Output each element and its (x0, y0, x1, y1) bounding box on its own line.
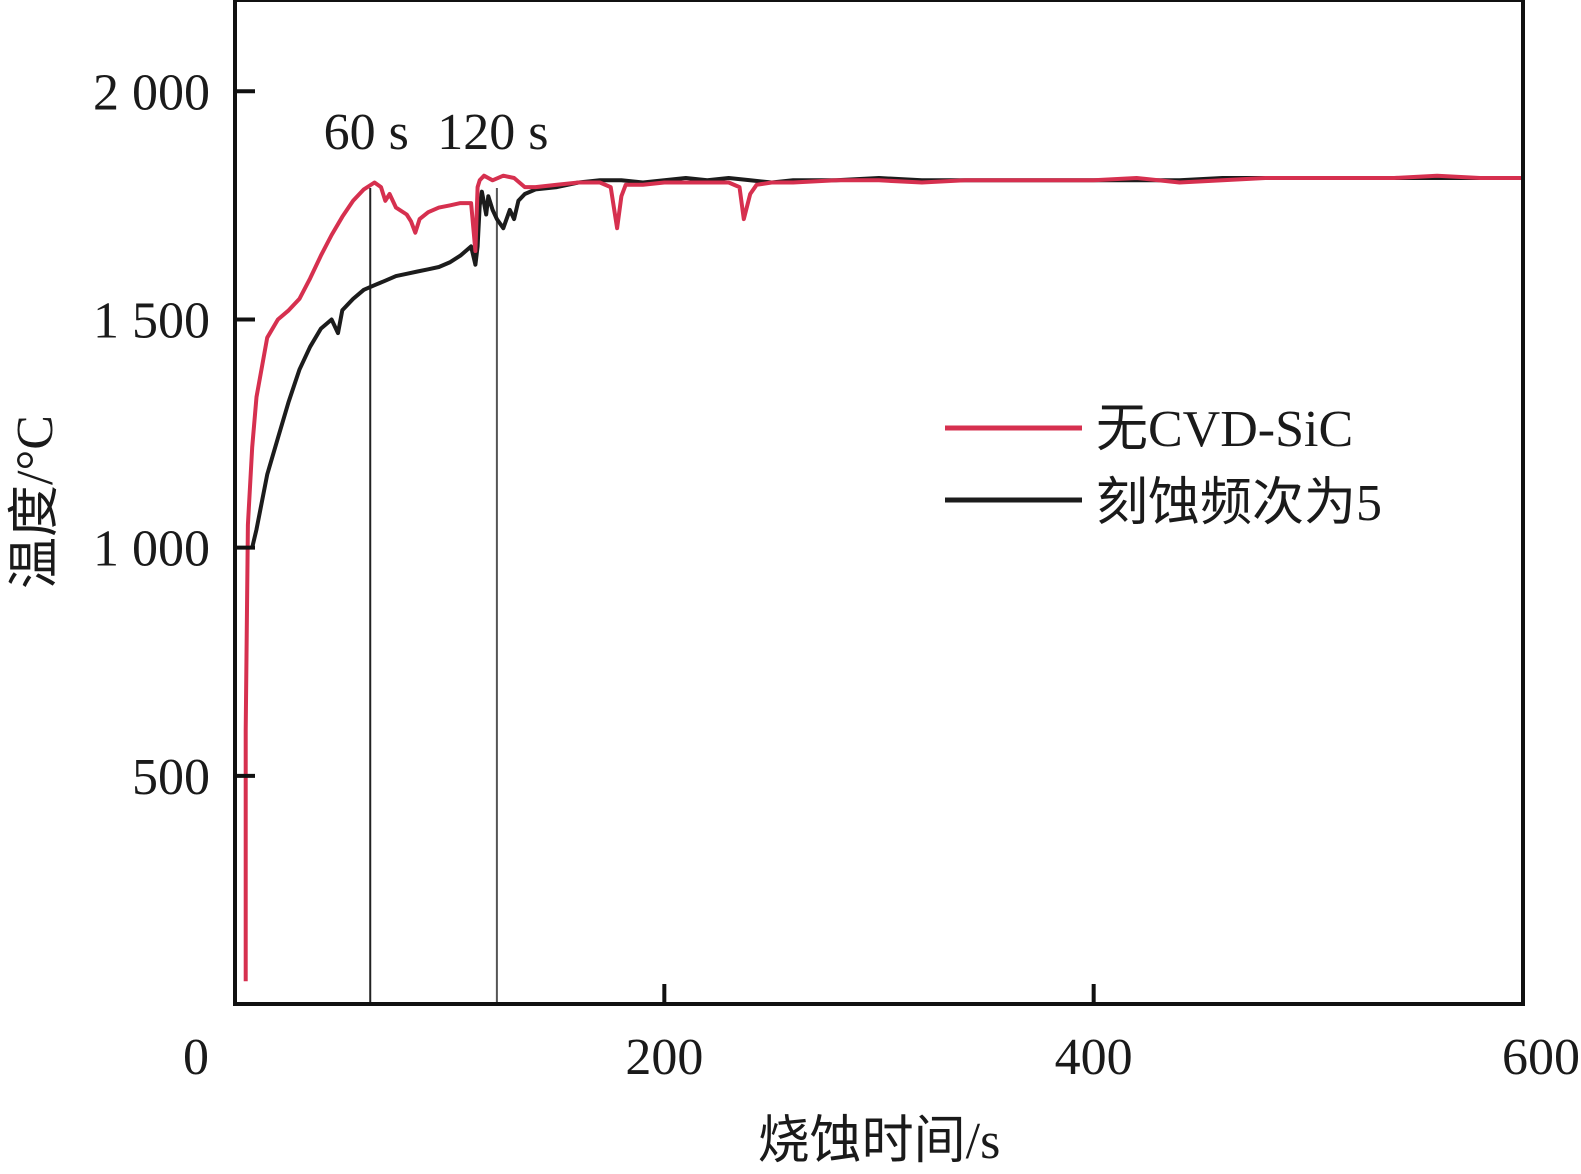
series-lines (243, 173, 1523, 982)
legend-label-series-1: 无CVD-SiC (1096, 401, 1353, 458)
x-tick-label-2: 200 (625, 1029, 703, 1086)
x-tick-label-4: 600 (1502, 1029, 1580, 1086)
y-axis-label: 温度/°C (7, 415, 64, 589)
annotation-label-2: 120 s (437, 104, 548, 161)
series-line-1 (243, 173, 1523, 982)
y-tick-label-1: 500 (132, 749, 210, 806)
annotation-lines: 60 s 120 s (324, 104, 549, 1004)
legend-label-series-2: 刻蚀频次为5 (1096, 475, 1382, 532)
x-tick-label-1: 0 (183, 1029, 209, 1086)
plot-frame (233, 0, 1525, 1006)
axis-ticks: 500 1 000 1 500 2 000 0 200 400 600 (93, 64, 1580, 1086)
annotation-label-1: 60 s (324, 104, 409, 161)
y-tick-label-4: 2 000 (93, 64, 210, 121)
y-tick-label-2: 1 000 (93, 521, 210, 578)
legend: 无CVD-SiC 刻蚀频次为5 (945, 401, 1382, 532)
x-tick-label-3: 400 (1055, 1029, 1133, 1086)
y-tick-label-3: 1 500 (93, 292, 210, 349)
x-axis-label: 烧蚀时间/s (758, 1113, 1001, 1170)
